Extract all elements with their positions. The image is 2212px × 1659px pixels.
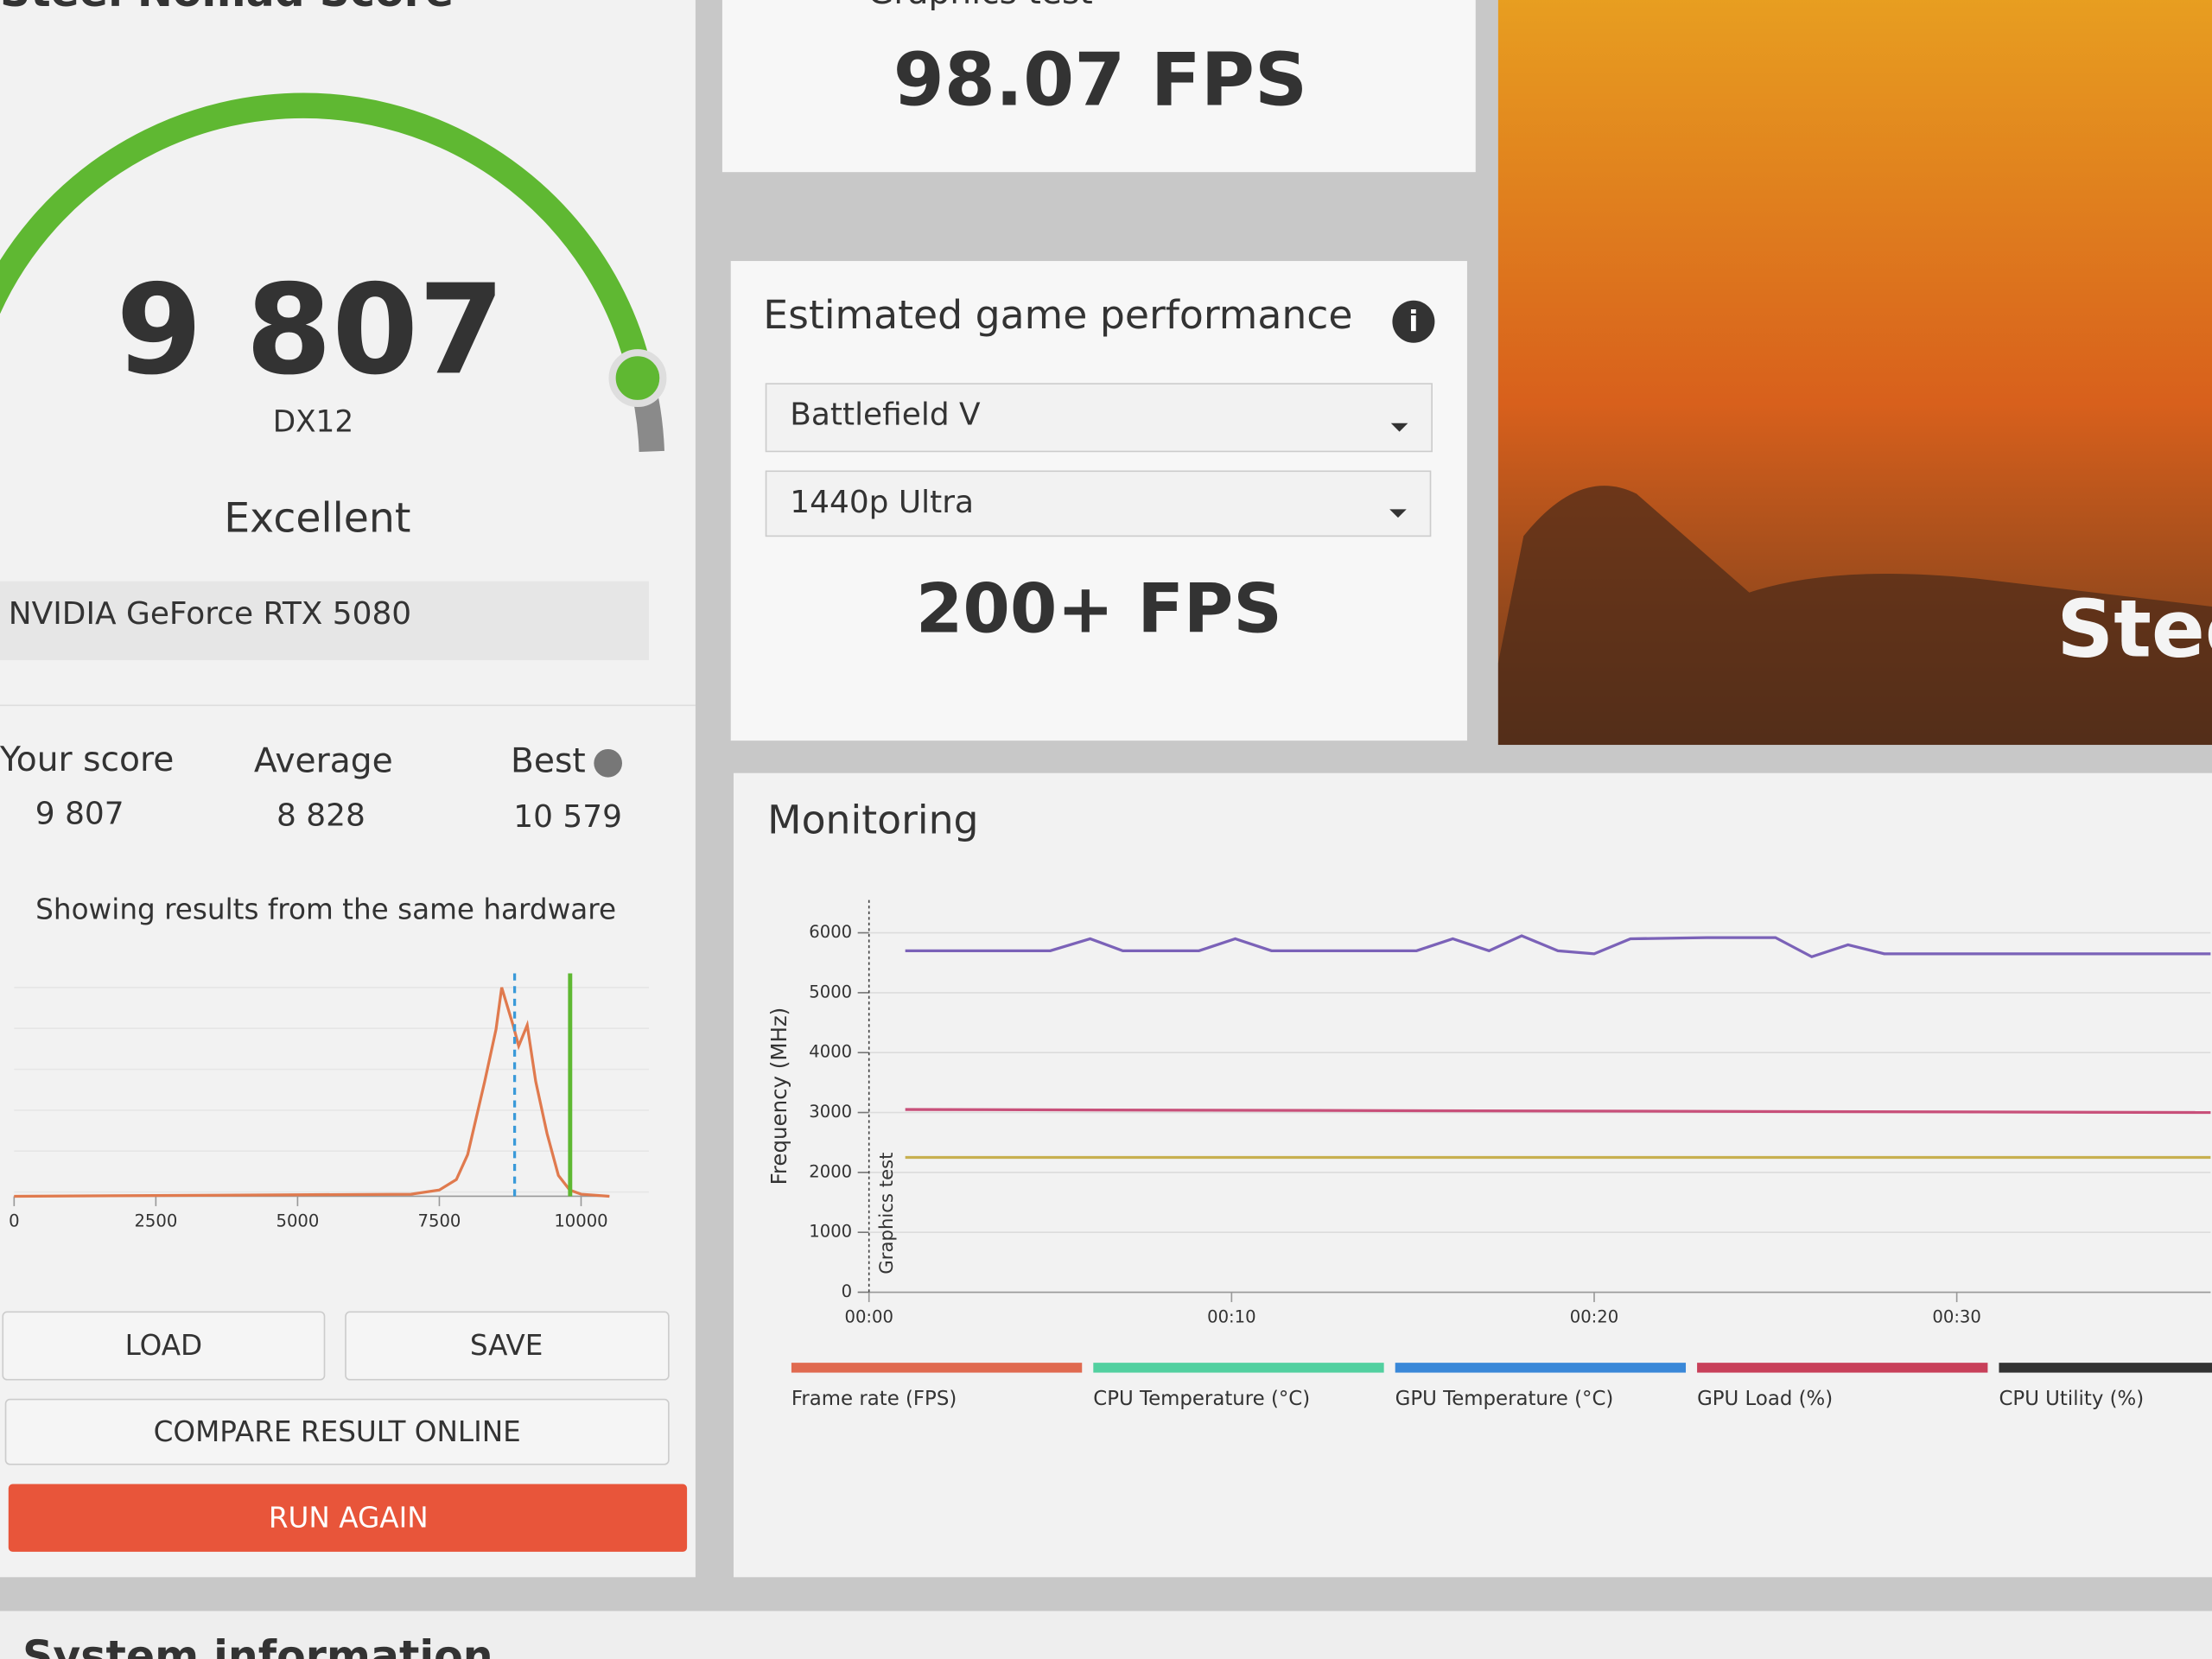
stat-label: Your score bbox=[0, 741, 174, 779]
x-tick-label: 00:30 bbox=[1932, 1306, 1980, 1326]
data-line bbox=[14, 987, 610, 1198]
legend-swatch bbox=[1999, 1363, 2212, 1373]
data-line bbox=[905, 934, 2211, 959]
x-tick-label: 0 bbox=[9, 1211, 19, 1230]
gpu-name: NVIDIA GeForce RTX 5080 bbox=[9, 596, 411, 632]
x-tick-label: 7500 bbox=[418, 1211, 461, 1230]
fps: 200+ FPS bbox=[916, 570, 1282, 649]
test-marker-label: Graphics test bbox=[876, 1152, 898, 1274]
banner-landscape bbox=[1497, 486, 2212, 746]
panel-title: Steel Nomad Score bbox=[0, 0, 454, 16]
legend-label: Frame rate (FPS) bbox=[791, 1388, 957, 1410]
stat-label: Best bbox=[511, 742, 586, 781]
x-tick-label: 00:00 bbox=[845, 1306, 893, 1326]
info-icon[interactable] bbox=[594, 748, 622, 778]
y-tick-label: 1000 bbox=[809, 1222, 852, 1242]
x-tick-label: 5000 bbox=[276, 1211, 319, 1230]
legend-label: GPU Load (%) bbox=[1697, 1388, 1833, 1410]
y-tick-label: 6000 bbox=[809, 922, 852, 942]
footer bbox=[0, 1611, 2212, 1659]
x-tick-label: 2500 bbox=[134, 1211, 177, 1230]
button[interactable] bbox=[345, 1311, 670, 1381]
button[interactable] bbox=[4, 1398, 670, 1465]
button[interactable] bbox=[8, 1484, 688, 1552]
rating: Excellent bbox=[224, 494, 410, 542]
dropdown-arrow bbox=[1390, 423, 1408, 432]
note: Showing results from the same hardware bbox=[35, 893, 616, 926]
monitoring-chart: 0 1000 2000 3000 4000 5000 6000 00:00 00:10 00:20… bbox=[766, 899, 2212, 1410]
dropdown-arrow bbox=[1389, 509, 1407, 518]
button[interactable] bbox=[2, 1311, 326, 1381]
legend-swatch bbox=[1093, 1363, 1384, 1373]
x-tick-label: 10000 bbox=[554, 1211, 607, 1230]
fps: 98.07 FPS bbox=[893, 37, 1307, 123]
legend-label: GPU Temperature (°C) bbox=[1395, 1388, 1614, 1410]
stat-value: 9 807 bbox=[35, 797, 124, 832]
gpu-box bbox=[0, 581, 650, 661]
graphics-test-panel bbox=[721, 0, 1476, 173]
y-tick-label: 2000 bbox=[809, 1161, 852, 1181]
y-tick-label: 0 bbox=[842, 1281, 852, 1301]
legend-label: CPU Utility (%) bbox=[1999, 1388, 2144, 1410]
api: DX12 bbox=[273, 404, 353, 439]
data-line bbox=[905, 1108, 2211, 1115]
distribution-chart: 0 2500 5000 7500 10000 bbox=[9, 973, 650, 1230]
gauge-knob bbox=[608, 349, 667, 408]
legend-swatch bbox=[1697, 1363, 1988, 1373]
footer-title: System information bbox=[22, 1631, 493, 1659]
y-axis-label: Frequency (MHz) bbox=[766, 1007, 791, 1185]
button-label: RUN AGAIN bbox=[269, 1501, 429, 1534]
y-tick-label: 4000 bbox=[809, 1042, 852, 1062]
dropdown[interactable] bbox=[765, 470, 1432, 537]
panel-title: Graphics test bbox=[868, 0, 1093, 12]
panel-title: Estimated game performance bbox=[763, 292, 1352, 338]
dropdown[interactable] bbox=[765, 383, 1433, 453]
legend-swatch bbox=[1395, 1363, 1687, 1373]
stat-value: 10 579 bbox=[513, 799, 622, 835]
button-label: SAVE bbox=[470, 1329, 543, 1362]
info-glyph: i bbox=[1408, 305, 1418, 338]
gauge-arc bbox=[0, 92, 653, 378]
info-icon[interactable] bbox=[1392, 300, 1435, 343]
legend-label: CPU Temperature (°C) bbox=[1093, 1388, 1310, 1410]
x-tick-label: 00:10 bbox=[1207, 1306, 1255, 1326]
legend-swatch bbox=[791, 1363, 1083, 1373]
dropdown-value: 1440p Ultra bbox=[790, 485, 974, 520]
score: 9 807 bbox=[116, 257, 505, 402]
stat-label: Average bbox=[254, 742, 393, 781]
button-label: COMPARE RESULT ONLINE bbox=[154, 1415, 521, 1448]
dropdown-value: Battlefield V bbox=[790, 397, 981, 433]
panel-title: Monitoring bbox=[767, 797, 978, 842]
stat-value: 8 828 bbox=[276, 798, 365, 833]
button-label: LOAD bbox=[125, 1329, 203, 1362]
x-tick-label: 00:20 bbox=[1570, 1306, 1618, 1326]
y-tick-label: 5000 bbox=[809, 982, 852, 1001]
monitoring-panel bbox=[733, 772, 2212, 1578]
banner-title: Steel Nomad bbox=[2056, 583, 2212, 676]
y-tick-label: 3000 bbox=[809, 1102, 852, 1122]
